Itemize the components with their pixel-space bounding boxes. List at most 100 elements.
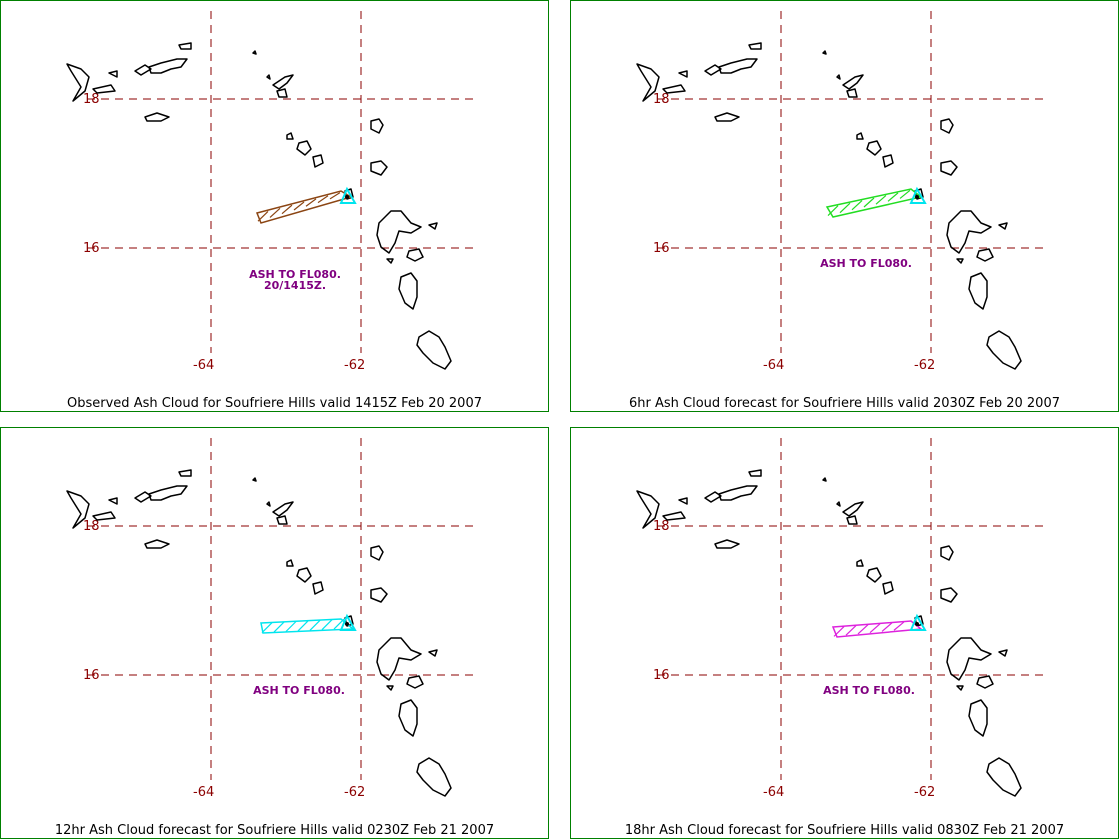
coast-virgin-islands (718, 58, 758, 74)
ash-hatch (881, 622, 893, 632)
map-panel-6hr: 18 16 -64 -62 ASH TO FL080. 6hr Ash Cloud fo… (570, 0, 1119, 412)
map-panel-observed: 18 16 -64 -62 ASH TO FL080. 20/1415Z. Observe… (0, 0, 549, 412)
latitude-label: 18 (83, 519, 100, 534)
coast-anegada (748, 42, 762, 50)
coast-les-saintes (386, 685, 394, 691)
coast-guadeloupe (946, 637, 992, 681)
coast-barbuda (940, 160, 958, 176)
coast-virgin-islands (148, 58, 188, 74)
coast-st-martin (842, 74, 864, 90)
coast-dominica (398, 699, 418, 737)
ash-hatch (869, 623, 881, 634)
coast-les-saintes (956, 685, 964, 691)
coast-st-barts (846, 88, 858, 98)
coast-island (266, 74, 271, 80)
ash-annotation: ASH TO FL080. (823, 684, 915, 697)
ash-hatch (887, 192, 899, 202)
latitude-label: 18 (83, 92, 100, 107)
volcano-outline (339, 613, 357, 631)
coast-saba (286, 132, 294, 140)
latitude-label: 18 (653, 92, 670, 107)
coast-puerto-rico (636, 490, 660, 529)
volcano-triangle-icon (339, 613, 357, 631)
coast-island (266, 501, 271, 507)
ash-hatch (261, 622, 273, 634)
ash-hatch (317, 195, 329, 204)
volcano-vent (345, 195, 349, 199)
coast-st-martin (842, 501, 864, 517)
latitude-label: 16 (653, 241, 670, 256)
ash-hatch (827, 205, 839, 216)
volcano-triangle-icon (909, 613, 927, 631)
coast-nevis (882, 154, 894, 168)
ash-cloud-outline (255, 190, 353, 224)
coast-island (108, 70, 118, 78)
ash-hatch (839, 202, 851, 214)
coast-st-croix (144, 539, 170, 549)
ash-annotation: ASH TO FL080. (253, 684, 345, 697)
coast-virgin-islands (704, 64, 722, 76)
coast-island (662, 84, 686, 94)
coast-island (836, 501, 841, 507)
ash-hatch (281, 204, 293, 215)
coast-martinique (416, 330, 452, 370)
volcano-outline (909, 613, 927, 631)
ash-map: 18 16 -64 -62 ASH TO FL080. (636, 438, 1047, 800)
coast-dominica (398, 272, 418, 310)
coast-sombrero (822, 477, 827, 482)
coast-st-croix (714, 112, 740, 122)
coast-nevis (312, 581, 324, 595)
panel-caption: 18hr Ash Cloud forecast for Soufriere Hi… (624, 823, 1065, 838)
coast-island (678, 497, 688, 505)
coast-antigua (940, 118, 954, 134)
panel-caption: 6hr Ash Cloud forecast for Soufriere Hil… (629, 396, 1060, 411)
coast-barbuda (370, 587, 388, 603)
coast-st-barts (276, 515, 288, 525)
ash-annotation: ASH TO FL080. (249, 268, 341, 281)
coast-marie-galante (406, 248, 424, 262)
ash-hatch (899, 189, 911, 199)
longitude-label: -64 (763, 358, 784, 373)
coast-nevis (312, 154, 324, 168)
volcano-vent (915, 622, 919, 626)
coast-marie-galante (406, 675, 424, 689)
coast-anegada (178, 42, 192, 50)
coast-saba (856, 132, 864, 140)
coast-martinique (416, 757, 452, 797)
coast-st-martin (272, 501, 294, 517)
coast-guadeloupe (376, 637, 422, 681)
longitude-label: -62 (914, 358, 935, 373)
longitude-label: -62 (344, 358, 365, 373)
panel-caption: 12hr Ash Cloud forecast for Soufriere Hi… (54, 823, 495, 838)
longitude-label: -64 (193, 358, 214, 373)
coast-anegada (178, 469, 192, 477)
ash-hatch (857, 624, 869, 635)
longitude-label: -62 (344, 785, 365, 800)
coast-island (836, 74, 841, 80)
coast-barbuda (940, 587, 958, 603)
ash-hatch (863, 197, 875, 208)
volcano-triangle-icon (339, 186, 357, 204)
ash-hatch (321, 619, 333, 631)
coast-marie-galante (976, 675, 994, 689)
coast-puerto-rico (636, 63, 660, 102)
ash-hatch (293, 201, 305, 211)
ash-hatch (833, 626, 845, 637)
ash-hatch (309, 619, 321, 631)
ash-cloud (825, 188, 923, 218)
coast-island (108, 497, 118, 505)
panel-caption: Observed Ash Cloud for Soufriere Hills v… (67, 396, 482, 411)
ash-hatch (285, 621, 297, 632)
coast-island (92, 511, 116, 521)
coast-saba (856, 559, 864, 567)
coast-les-saintes (386, 258, 394, 264)
coast-desirade (428, 222, 438, 230)
coast-dominica (968, 272, 988, 310)
coast-virgin-islands (134, 64, 152, 76)
ash-hatch (875, 194, 887, 205)
coast-st-kitts (866, 567, 882, 583)
ash-cloud (260, 618, 355, 634)
ash-hatch (851, 200, 863, 211)
coast-saba (286, 559, 294, 567)
coast-martinique (986, 757, 1022, 797)
